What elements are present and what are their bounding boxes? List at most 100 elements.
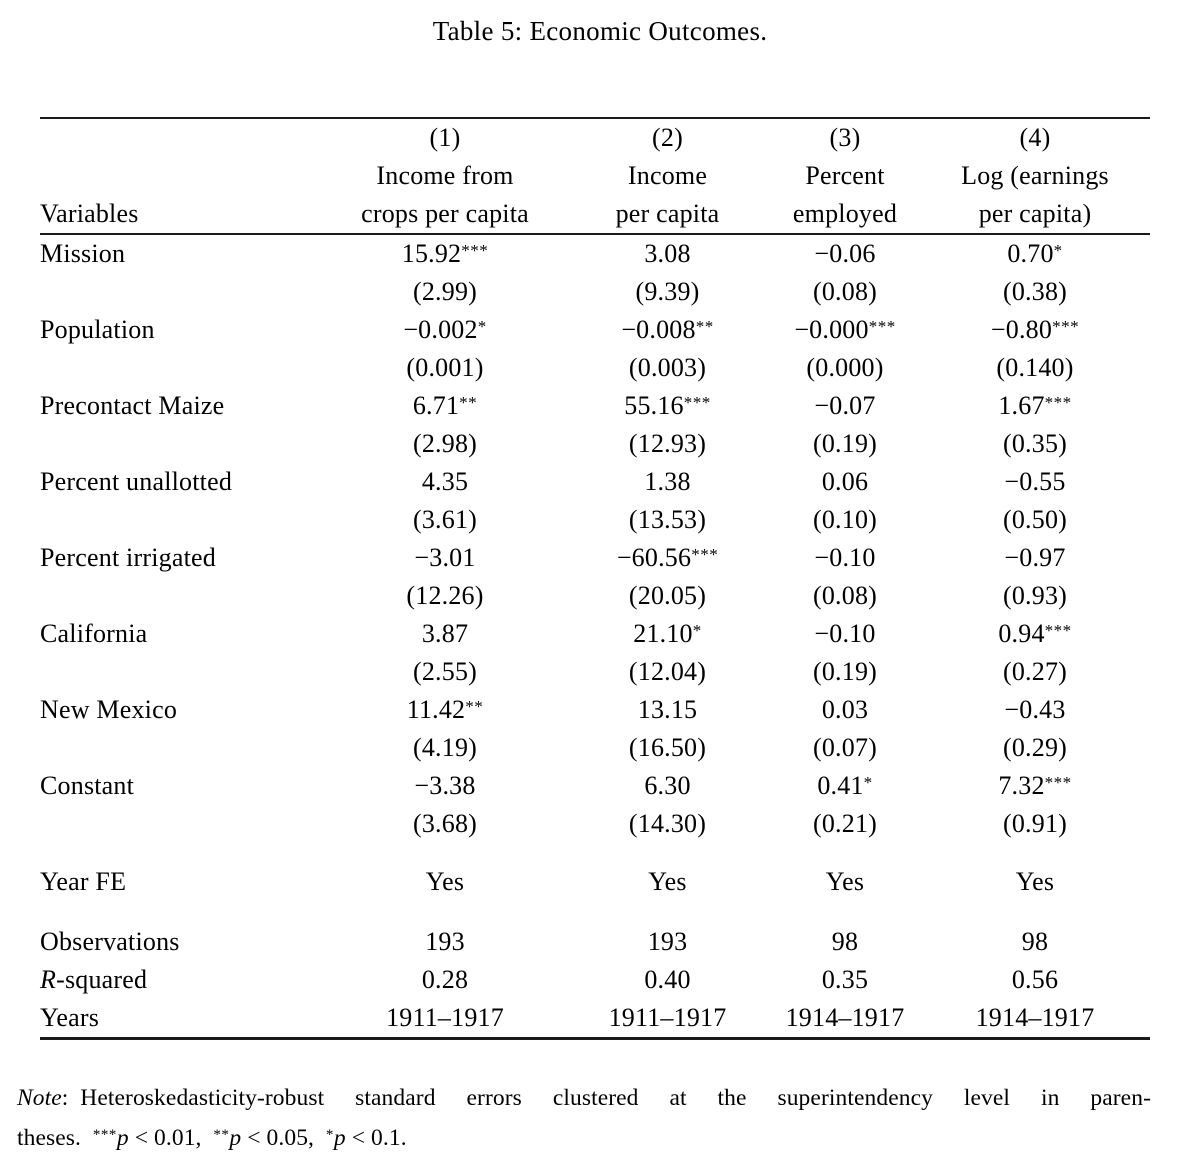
estimate-value: 0.41: [817, 771, 864, 800]
variable-label: Constant: [40, 771, 135, 800]
estimate-cell: 6.71**: [325, 387, 565, 425]
estimate-value: 55.16: [624, 391, 684, 420]
estimate-value: 0.06: [821, 467, 869, 496]
stderr-cell: (0.07): [812, 733, 878, 762]
estimate-cell: −0.002*: [325, 311, 565, 349]
significance-stars: **: [695, 317, 714, 336]
estimate-value: −0.43: [1004, 695, 1066, 724]
significance-stars: ***: [1052, 317, 1080, 336]
estimate-value: 15.92: [401, 239, 462, 268]
stderr-cell: (0.91): [1002, 809, 1068, 838]
stats-row: R-squared 0.28 0.40 0.35 0.56: [40, 961, 1150, 999]
stderr-cell: (3.68): [412, 809, 478, 838]
estimate-cell: 3.08: [565, 234, 770, 273]
column-title-1-line1: Income from: [376, 161, 514, 190]
stats-cell: 1914–1917: [785, 1003, 905, 1032]
column-title-3-line2: employed: [770, 195, 920, 235]
column-number-4: (4): [1019, 123, 1051, 152]
sig-cond-p10: < 0.1.: [345, 1125, 407, 1151]
stderr-cell: (0.19): [812, 429, 878, 458]
sig-stars-p05: **: [213, 1127, 230, 1143]
estimate-cell: 6.30: [565, 767, 770, 805]
stats-row: Years 1911–1917 1911–1917 1914–1917 1914–191…: [40, 999, 1150, 1039]
variables-header: Variables: [40, 195, 325, 235]
estimate-value: 0.70: [1007, 239, 1054, 268]
estimate-cell: −0.06: [770, 234, 920, 273]
year-fe-cell: Yes: [825, 867, 865, 896]
estimate-value: −0.002: [403, 315, 478, 344]
stderr-cell: (9.39): [635, 277, 700, 306]
estimate-cell: −0.008**: [565, 311, 770, 349]
estimate-cell: 0.41*: [770, 767, 920, 805]
year-fe-cell: Yes: [1015, 867, 1055, 896]
stderr-row: (3.61) (13.53) (0.10) (0.50): [40, 501, 1150, 539]
coefficient-row: Constant −3.38 6.30 0.41* 7.32***: [40, 767, 1150, 805]
sig-stars-p01: ***: [92, 1127, 117, 1143]
empty-cell: [40, 273, 325, 311]
stderr-cell: (0.10): [812, 505, 878, 534]
stderr-cell: (20.05): [628, 581, 707, 610]
year-fe-row: Year FE Yes Yes Yes Yes: [40, 843, 1150, 901]
estimate-value: 6.30: [644, 771, 691, 800]
estimate-cell: −0.97: [920, 539, 1150, 577]
variable-label: Population: [40, 315, 155, 344]
variable-label: Percent unallotted: [40, 467, 233, 496]
table-note: Note: Heteroskedasticity-robust standard…: [17, 1078, 1151, 1158]
coefficient-row: New Mexico 11.42** 13.15 0.03 −0.43: [40, 691, 1150, 729]
stats-cell: 193: [647, 927, 688, 956]
stderr-cell: (12.26): [406, 581, 484, 610]
empty-cell: [40, 577, 325, 615]
variable-label: Percent irrigated: [40, 543, 216, 572]
empty-cell: [40, 118, 325, 157]
significance-stars: *: [692, 621, 702, 640]
stderr-row: (2.98) (12.93) (0.19) (0.35): [40, 425, 1150, 463]
stats-label-italic: R: [40, 965, 57, 994]
stderr-cell: (0.21): [812, 809, 878, 838]
significance-stars: ***: [461, 241, 489, 260]
estimate-value: −3.01: [414, 543, 476, 572]
stats-cell: 98: [831, 927, 859, 956]
estimate-value: 0.94: [998, 619, 1045, 648]
stderr-cell: (0.19): [812, 657, 878, 686]
estimate-value: 1.38: [644, 467, 691, 496]
variable-label: New Mexico: [40, 695, 178, 724]
stats-label: Years: [40, 999, 325, 1039]
estimate-value: −0.10: [814, 619, 876, 648]
empty-cell: [40, 157, 325, 195]
estimate-cell: −0.10: [770, 539, 920, 577]
variable-label: California: [40, 619, 148, 648]
stderr-cell: (0.001): [406, 353, 484, 382]
stats-cell: 0.28: [421, 965, 469, 994]
table-title: Table 5: Economic Outcomes.: [432, 16, 768, 46]
estimate-value: 21.10: [633, 619, 693, 648]
stderr-cell: (0.140): [996, 353, 1074, 382]
coefficient-row: Population −0.002* −0.008** −0.000*** −0.80*…: [40, 311, 1150, 349]
variable-label: Mission: [40, 239, 126, 268]
empty-cell: [40, 729, 325, 767]
column-title-4-line1: Log (earnings: [961, 161, 1109, 190]
stderr-cell: (0.08): [812, 581, 878, 610]
stats-cell: 1914–1917: [975, 1003, 1095, 1032]
estimate-cell: 3.87: [325, 615, 565, 653]
significance-stars: ***: [868, 317, 896, 336]
estimate-value: 3.87: [421, 619, 469, 648]
header-row-title-line1: Income from Income Percent Log (earnings: [40, 157, 1150, 195]
stats-cell: 0.56: [1011, 965, 1059, 994]
estimate-value: −0.80: [990, 315, 1053, 344]
table-header: (1) (2) (3) (4) Income from Income Perce…: [40, 118, 1150, 235]
variable-label: Precontact Maize: [40, 391, 225, 420]
table-body: Mission 15.92*** 3.08 −0.06 0.70* (2.99) (9.39…: [40, 234, 1150, 1039]
stderr-cell: (0.29): [1002, 733, 1068, 762]
table-container: (1) (2) (3) (4) Income from Income Perce…: [40, 117, 1150, 1040]
stderr-row: (2.99) (9.39) (0.08) (0.38): [40, 273, 1150, 311]
significance-stars: ***: [1044, 621, 1072, 640]
column-title-3-line1: Percent: [805, 161, 885, 190]
stats-cell: 193: [425, 927, 465, 956]
estimate-cell: −0.07: [770, 387, 920, 425]
stderr-row: (0.001) (0.003) (0.000) (0.140): [40, 349, 1150, 387]
stderr-cell: (12.04): [628, 657, 707, 686]
estimate-value: −0.008: [621, 315, 696, 344]
sig-cond-p05: < 0.05,: [241, 1125, 326, 1151]
significance-stars: **: [459, 393, 478, 412]
column-number-1: (1): [429, 123, 461, 152]
